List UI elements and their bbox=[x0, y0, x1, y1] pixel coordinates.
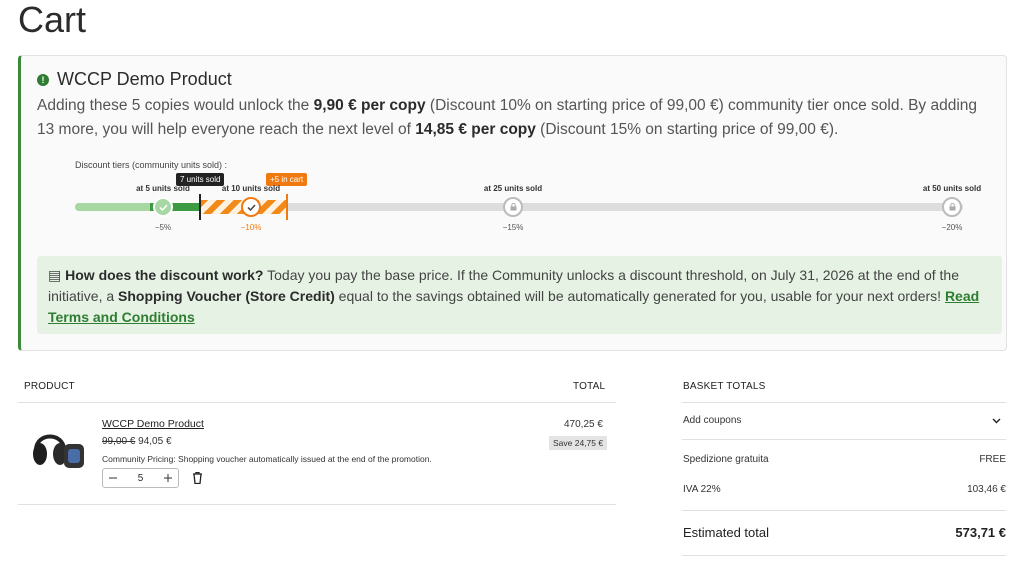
notice-product: WCCP Demo Product bbox=[57, 69, 232, 89]
msg-text: (Discount 10% on starting price of 99,00… bbox=[37, 97, 978, 138]
tier-marker bbox=[241, 197, 261, 217]
tier-label: at 5 units sold bbox=[136, 184, 190, 193]
col-header: TOTAL bbox=[573, 381, 606, 392]
terms-link[interactable]: Read Terms and Conditions bbox=[48, 288, 980, 325]
tier-marker bbox=[503, 197, 523, 217]
sold-badge: 7 units sold bbox=[176, 173, 225, 186]
msg-strong: 9,90 € per copy bbox=[313, 97, 426, 114]
tiers-label: Discount tiers (community units sold) : bbox=[75, 160, 228, 170]
increase-button[interactable] bbox=[164, 474, 172, 482]
savings-badge: Save 24,75 € bbox=[549, 436, 608, 450]
info-strong: How does the discount work? bbox=[65, 267, 264, 283]
rule bbox=[682, 555, 1006, 556]
coupons-toggle[interactable]: Add coupons bbox=[683, 415, 742, 426]
product-note: Community Pricing: Shopping voucher auto… bbox=[102, 454, 432, 464]
cart-marker bbox=[286, 194, 288, 220]
line-total: 470,25 € bbox=[564, 419, 603, 430]
rule bbox=[682, 510, 1006, 511]
product-image bbox=[33, 434, 84, 468]
product-name[interactable]: WCCP Demo Product bbox=[102, 418, 204, 430]
msg-strong: 14,85 € per copy bbox=[415, 121, 536, 138]
tier-label: at 25 units sold bbox=[483, 184, 543, 193]
info-text: equal to the savings obtained will be au… bbox=[334, 288, 945, 304]
totals-title: BASKET TOTALS bbox=[683, 381, 766, 392]
msg-text: (Discount 15% on starting price of 99,00… bbox=[535, 121, 839, 138]
cart-badge: +5 in cart bbox=[266, 173, 308, 186]
tier-label: at 10 units sold bbox=[221, 184, 281, 193]
estimated-value: 573,71 € bbox=[955, 525, 1006, 540]
quantity[interactable]: 5 bbox=[137, 472, 144, 484]
info-strong: Shopping Voucher (Store Credit) bbox=[118, 288, 335, 304]
info-text: Today you pay the base price. If the Com… bbox=[48, 267, 959, 304]
msg-text: Adding these 5 copies would unlock the bbox=[37, 97, 314, 114]
rule bbox=[682, 402, 1006, 403]
total-value: FREE bbox=[979, 454, 1006, 465]
quantity-selector: 5 bbox=[102, 468, 179, 488]
estimated-label: Estimated total bbox=[683, 525, 769, 540]
tier-discount: −15% bbox=[502, 223, 524, 232]
tier-marker bbox=[153, 197, 173, 217]
notice-message: Adding these 5 copies would unlock the 9… bbox=[37, 94, 997, 142]
total-value: 103,46 € bbox=[967, 484, 1006, 495]
col-header: PRODUCT bbox=[24, 381, 75, 392]
tier-discount: −20% bbox=[941, 223, 963, 232]
old-price: 99,00 € bbox=[102, 436, 136, 447]
rule bbox=[682, 439, 1006, 440]
info-box: ▤ How does the discount work? Today you … bbox=[37, 256, 1002, 334]
tier-discount: −5% bbox=[154, 223, 172, 232]
rule bbox=[18, 504, 616, 505]
page-title: Cart bbox=[18, 0, 87, 40]
progress-sold bbox=[75, 203, 200, 211]
chevron[interactable] bbox=[992, 418, 1001, 424]
notice-icon: ! bbox=[37, 73, 49, 86]
notice-title: ! WCCP Demo Product bbox=[37, 69, 232, 90]
tier-discount: −10% bbox=[240, 223, 262, 232]
price: 94,05 € bbox=[138, 436, 172, 447]
tier-marker bbox=[942, 197, 962, 217]
total-label: IVA 22% bbox=[683, 484, 721, 495]
decrease-button[interactable] bbox=[109, 474, 117, 482]
remove-button[interactable] bbox=[192, 472, 203, 484]
total-label: Spedizione gratuita bbox=[683, 454, 769, 465]
sold-marker bbox=[199, 194, 201, 220]
tier-label: at 50 units sold bbox=[922, 184, 982, 193]
rule bbox=[18, 402, 616, 403]
